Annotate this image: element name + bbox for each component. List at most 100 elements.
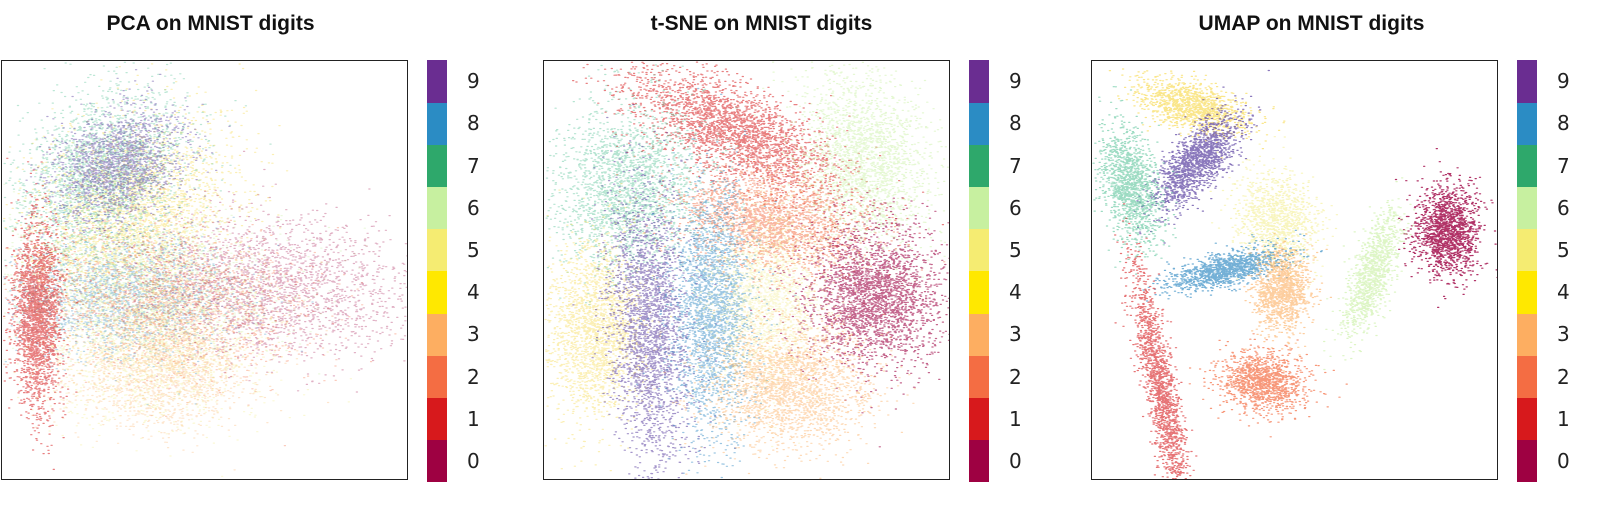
colorbar-tick-label: 1 xyxy=(1009,406,1022,431)
cluster-digit-7 xyxy=(545,64,764,341)
colorbar-tick-label: 0 xyxy=(1557,448,1570,473)
cluster-digit-7 xyxy=(1092,86,1178,275)
cluster-digit-3 xyxy=(1243,233,1333,372)
colorbar-tick-label: 3 xyxy=(1009,322,1022,347)
colorbar-segment xyxy=(1517,397,1537,441)
cluster-digit-8 xyxy=(635,87,797,479)
point-set xyxy=(1114,203,1198,479)
colorbar-tick-label: 1 xyxy=(1557,406,1570,431)
cluster-digit-2 xyxy=(615,134,946,306)
colorbar-tick-label: 2 xyxy=(1009,364,1022,389)
colorbar-tick-label: 2 xyxy=(467,364,480,389)
point-set xyxy=(3,148,79,470)
point-set xyxy=(2,61,272,310)
cluster-digit-2 xyxy=(1188,333,1348,438)
point-set xyxy=(544,183,696,472)
colorbar-tick-label: 7 xyxy=(1009,153,1022,178)
point-set xyxy=(46,150,407,393)
colorbar-segment xyxy=(969,144,989,188)
colorbar-tick-label: 6 xyxy=(467,195,480,220)
colorbar-segment xyxy=(427,355,447,399)
scatter-plot xyxy=(1092,68,1497,479)
colorbar-segment xyxy=(427,271,447,314)
cluster-digit-6 xyxy=(744,61,949,304)
colorbar: 0 1 2 3 4 5 6 7 8 9 xyxy=(427,60,480,483)
colorbar-segment xyxy=(969,355,989,399)
cluster-digit-1 xyxy=(1114,203,1198,479)
cluster-digit-9 xyxy=(20,69,231,257)
cluster-digit-3 xyxy=(653,282,916,479)
cluster-digit-7 xyxy=(2,61,272,310)
point-set xyxy=(3,63,289,368)
colorbar-segment xyxy=(969,439,989,483)
colorbar-segment xyxy=(969,397,989,441)
colorbar-segment xyxy=(427,228,447,272)
point-set xyxy=(749,192,949,448)
colorbar-segment xyxy=(427,102,447,145)
cluster-digit-9 xyxy=(572,104,737,479)
colorbar-segment xyxy=(427,439,447,483)
cluster-digit-2 xyxy=(3,188,397,447)
colorbar-segment xyxy=(969,228,989,272)
point-set xyxy=(1188,333,1348,438)
colorbar-tick-label: 6 xyxy=(1557,195,1570,220)
point-set xyxy=(3,197,314,406)
scatter-plot xyxy=(2,61,407,477)
cluster-digit-1 xyxy=(3,148,79,470)
colorbar-segment xyxy=(969,313,989,356)
colorbar-segment xyxy=(1517,102,1537,145)
point-set xyxy=(1108,68,1286,159)
point-set xyxy=(545,64,764,341)
chart-title: PCA on MNIST digits xyxy=(106,12,315,35)
cluster-digit-3 xyxy=(29,278,330,471)
colorbar-tick-label: 3 xyxy=(1557,322,1570,347)
colorbar-segment xyxy=(969,102,989,145)
colorbar-segment xyxy=(969,60,989,103)
colorbar: 0 1 2 3 4 5 6 7 8 9 xyxy=(1517,60,1570,483)
colorbar-tick-label: 7 xyxy=(467,153,480,178)
colorbar-segment xyxy=(427,186,447,230)
point-set xyxy=(670,154,870,448)
colorbar-tick-label: 8 xyxy=(467,111,480,136)
point-set xyxy=(1243,233,1333,372)
point-set xyxy=(3,218,353,477)
colorbar-tick-label: 9 xyxy=(467,69,480,94)
colorbar-tick-label: 1 xyxy=(467,406,480,431)
colorbar-segment xyxy=(427,60,447,103)
colorbar-segment xyxy=(427,397,447,441)
colorbar-tick-label: 4 xyxy=(1009,280,1022,305)
scatter-plot xyxy=(544,61,949,479)
colorbar-tick-label: 7 xyxy=(1557,153,1570,178)
cluster-digit-4 xyxy=(544,183,696,472)
cluster-digit-9 xyxy=(1133,69,1270,244)
cluster-digit-0 xyxy=(749,192,949,448)
colorbar-tick-label: 0 xyxy=(1009,448,1022,473)
colorbar-segment xyxy=(1517,60,1537,103)
colorbar-tick-label: 8 xyxy=(1557,111,1570,136)
cluster-digit-5 xyxy=(3,218,353,477)
colorbar-segment xyxy=(1517,228,1537,272)
colorbar-segment xyxy=(1517,271,1537,314)
cluster-digit-6 xyxy=(1323,177,1416,371)
cluster-digit-8 xyxy=(3,197,314,406)
point-set xyxy=(1133,69,1270,244)
colorbar-segment xyxy=(1517,313,1537,356)
point-set xyxy=(615,134,946,306)
point-set xyxy=(29,278,330,471)
colorbar-segment xyxy=(1517,439,1537,483)
colorbar-tick-label: 3 xyxy=(467,322,480,347)
point-set xyxy=(635,87,797,479)
chart-title: UMAP on MNIST digits xyxy=(1198,12,1425,35)
chart-title: t-SNE on MNIST digits xyxy=(650,12,873,35)
colorbar-segment xyxy=(1517,186,1537,230)
point-set xyxy=(1142,229,1323,302)
colorbar-segment xyxy=(427,144,447,188)
colorbar-tick-label: 4 xyxy=(1557,280,1570,305)
point-set xyxy=(1394,148,1497,308)
plot-area xyxy=(1,60,408,480)
colorbar-segment xyxy=(427,313,447,356)
colorbar-tick-label: 9 xyxy=(1557,69,1570,94)
plot-area xyxy=(1091,60,1498,480)
colorbar-tick-label: 5 xyxy=(467,237,480,262)
point-set xyxy=(20,69,231,257)
